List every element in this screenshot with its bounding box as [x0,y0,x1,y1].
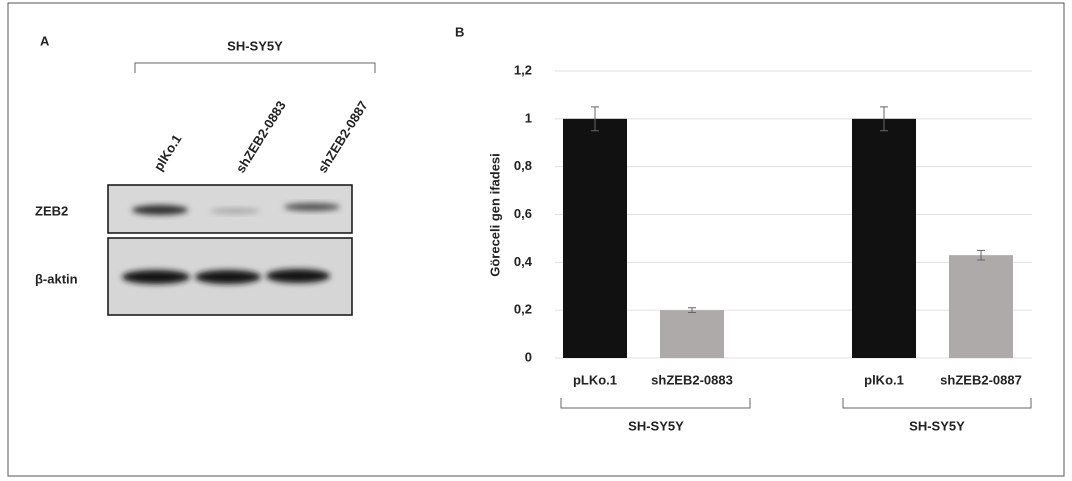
x-tick-label: pLKo.1 [573,372,617,387]
bar [563,119,627,358]
x-tick-label: plKo.1 [864,372,904,387]
x-tick-label: shZEB2-0887 [940,372,1022,387]
band [284,203,340,211]
x-tick-label: shZEB2-0883 [651,372,733,387]
y-tick-label: 1,2 [514,62,532,77]
group-label: SH-SY5Y [909,418,965,433]
y-tick-label: 0,6 [514,206,532,221]
band [132,205,188,215]
y-tick-label: 0,4 [514,254,533,269]
panel-label: A [40,33,50,48]
bar [660,310,724,358]
y-tick-label: 0 [525,349,532,364]
y-tick-label: 0,2 [514,302,532,317]
cell-line: SH-SY5Y [227,38,283,53]
band [210,208,260,214]
band [266,269,330,283]
row-label: ZEB2 [35,203,68,218]
bar [852,119,916,358]
panel-label: B [455,24,464,39]
group-label: SH-SY5Y [628,418,684,433]
row-label: β-aktin [35,271,78,286]
band [122,270,190,284]
band [195,270,261,284]
y-axis-label: Göreceli gen ifadesi [487,153,502,277]
y-tick-label: 1 [525,110,532,125]
figure: A SH-SY5Y plKo.1 shZEB2-0883 shZEB2-0887… [0,0,1072,481]
bar [949,255,1013,358]
y-tick-label: 0,8 [514,158,532,173]
